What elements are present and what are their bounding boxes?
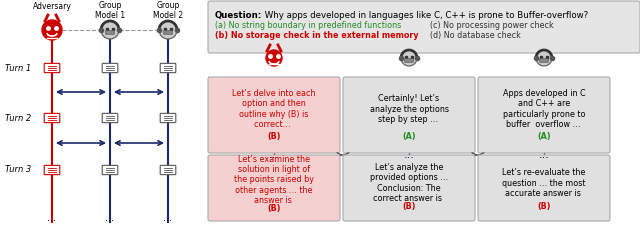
Text: Let’s examine the
solution in light of
the points raised by
other agents … the
a: Let’s examine the solution in light of t… bbox=[234, 155, 314, 205]
Text: ...: ... bbox=[163, 213, 173, 223]
Text: (B): (B) bbox=[268, 205, 281, 213]
Text: ...: ... bbox=[539, 150, 549, 160]
FancyBboxPatch shape bbox=[102, 63, 118, 73]
Text: (a) No string boundary in predefined functions: (a) No string boundary in predefined fun… bbox=[215, 21, 401, 30]
FancyBboxPatch shape bbox=[208, 155, 340, 221]
Text: Question:: Question: bbox=[215, 11, 262, 20]
Text: Let’s re-evaluate the
question … the most
accurate answer is: Let’s re-evaluate the question … the mos… bbox=[502, 168, 586, 198]
Circle shape bbox=[266, 50, 282, 66]
FancyBboxPatch shape bbox=[102, 165, 118, 175]
Text: Why apps developed in languages like C, C++ is prone to Buffer-overflow?: Why apps developed in languages like C, … bbox=[262, 11, 588, 20]
Circle shape bbox=[401, 50, 417, 66]
Circle shape bbox=[42, 20, 62, 40]
Text: Group
Model 1: Group Model 1 bbox=[95, 1, 125, 20]
Circle shape bbox=[101, 21, 119, 39]
FancyBboxPatch shape bbox=[343, 77, 475, 153]
Text: Group
Model 2: Group Model 2 bbox=[153, 1, 183, 20]
Text: Adversary: Adversary bbox=[33, 2, 72, 11]
FancyBboxPatch shape bbox=[160, 113, 176, 123]
Text: Turn 2: Turn 2 bbox=[5, 114, 31, 123]
Text: (c) No processing power check: (c) No processing power check bbox=[430, 21, 554, 30]
Text: (B): (B) bbox=[268, 132, 281, 141]
Text: (d) No database check: (d) No database check bbox=[430, 31, 521, 40]
FancyBboxPatch shape bbox=[44, 63, 60, 73]
FancyBboxPatch shape bbox=[540, 59, 548, 62]
Text: Apps developed in C
and C++ are
particularly prone to
buffer  overflow …: Apps developed in C and C++ are particul… bbox=[502, 89, 586, 129]
Text: (b) No storage check in the external memory: (b) No storage check in the external mem… bbox=[215, 31, 419, 40]
Text: Let’s delve into each
option and then
outline why (B) is
correct…: Let’s delve into each option and then ou… bbox=[232, 89, 316, 129]
FancyBboxPatch shape bbox=[208, 1, 640, 53]
Text: (A): (A) bbox=[402, 132, 416, 141]
FancyBboxPatch shape bbox=[44, 113, 60, 123]
Circle shape bbox=[159, 21, 177, 39]
Text: ...: ... bbox=[106, 213, 115, 223]
Text: Turn 3: Turn 3 bbox=[5, 165, 31, 174]
Text: ...: ... bbox=[269, 150, 280, 160]
Text: Certainly! Let’s
analyze the options
step by step …: Certainly! Let’s analyze the options ste… bbox=[369, 94, 449, 124]
Text: Let’s analyze the
provided options …
Conclusion: The
correct answer is: Let’s analyze the provided options … Con… bbox=[370, 163, 448, 203]
Text: (B): (B) bbox=[537, 202, 551, 212]
FancyBboxPatch shape bbox=[478, 155, 610, 221]
Text: (A): (A) bbox=[537, 132, 551, 141]
Text: ...: ... bbox=[47, 213, 56, 223]
FancyBboxPatch shape bbox=[102, 113, 118, 123]
FancyBboxPatch shape bbox=[106, 31, 115, 34]
FancyBboxPatch shape bbox=[478, 77, 610, 153]
Circle shape bbox=[536, 50, 552, 66]
Text: ...: ... bbox=[404, 150, 415, 160]
FancyBboxPatch shape bbox=[160, 63, 176, 73]
FancyBboxPatch shape bbox=[343, 155, 475, 221]
Text: (B): (B) bbox=[403, 202, 416, 212]
FancyBboxPatch shape bbox=[164, 31, 172, 34]
FancyBboxPatch shape bbox=[404, 59, 413, 62]
FancyBboxPatch shape bbox=[44, 165, 60, 175]
FancyBboxPatch shape bbox=[208, 77, 340, 153]
Text: Turn 1: Turn 1 bbox=[5, 64, 31, 72]
FancyBboxPatch shape bbox=[160, 165, 176, 175]
